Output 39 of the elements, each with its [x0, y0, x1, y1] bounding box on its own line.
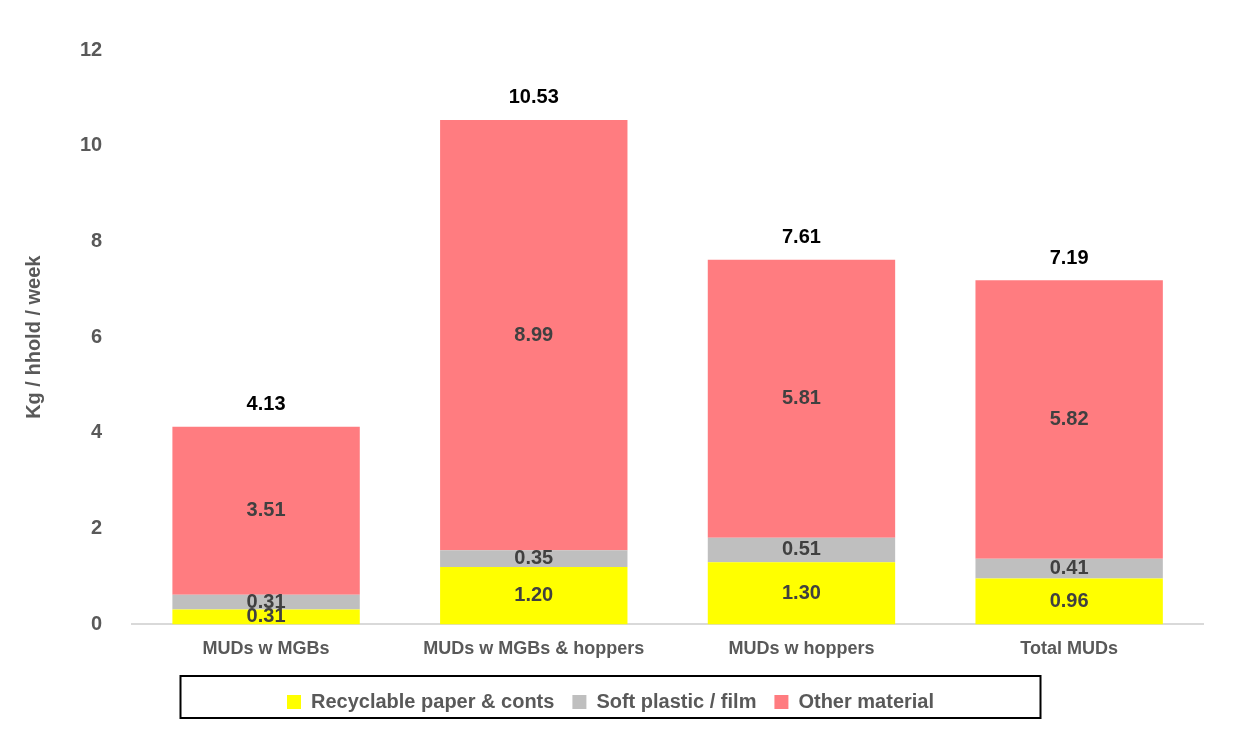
x-tick-label: MUDs w MGBs — [202, 638, 330, 659]
data-label: 1.20 — [514, 583, 554, 606]
bar — [440, 550, 628, 567]
data-label: 0.41 — [1049, 556, 1089, 579]
total-label: 7.19 — [1049, 245, 1089, 268]
data-label: 8.99 — [514, 322, 554, 345]
x-tick-label: MUDs w hoppers — [728, 638, 875, 659]
y-tick-label: 2 — [91, 516, 103, 539]
y-tick-label: 0 — [91, 611, 103, 634]
bar — [172, 594, 360, 610]
data-label: 0.51 — [782, 537, 821, 560]
legend-label: Recyclable paper & conts — [310, 689, 555, 712]
data-label: 0.96 — [1049, 588, 1089, 611]
y-tick-label: 10 — [80, 133, 103, 156]
y-tick-label: 6 — [91, 324, 103, 347]
data-label: 5.81 — [782, 386, 821, 409]
bar — [172, 426, 360, 595]
bar — [707, 562, 896, 625]
total-label: 7.61 — [782, 225, 821, 248]
y-axis-title: Kg / hhold / week — [21, 254, 44, 419]
bar — [975, 578, 1163, 625]
legend-label: Soft plastic / film — [596, 689, 757, 712]
y-tick-label: 8 — [91, 228, 103, 251]
x-tick-label: Total MUDs — [1020, 638, 1118, 659]
data-label: 0.35 — [514, 546, 554, 569]
y-tick-label: 4 — [91, 420, 104, 443]
legend-label: Other material — [798, 689, 935, 712]
bar — [975, 280, 1163, 559]
x-tick-label: MUDs w MGBs & hoppers — [423, 638, 645, 659]
data-label: 1.30 — [782, 580, 821, 603]
total-label: 4.13 — [246, 392, 286, 415]
y-tick-label: 12 — [80, 37, 103, 60]
bar — [440, 119, 628, 551]
data-label: 5.82 — [1049, 407, 1089, 430]
data-label: 3.51 — [246, 498, 286, 521]
bar — [440, 566, 628, 625]
total-label: 10.53 — [508, 85, 559, 108]
bar — [707, 537, 896, 563]
bar — [707, 259, 896, 538]
